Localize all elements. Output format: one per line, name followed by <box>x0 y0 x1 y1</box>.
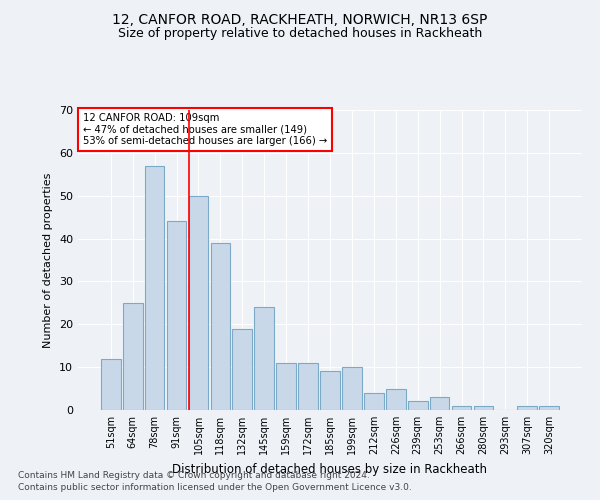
Bar <box>188 196 208 410</box>
Bar <box>320 372 340 410</box>
Bar <box>430 397 449 410</box>
Bar <box>517 406 537 410</box>
Text: 12 CANFOR ROAD: 109sqm
← 47% of detached houses are smaller (149)
53% of semi-de: 12 CANFOR ROAD: 109sqm ← 47% of detached… <box>83 113 327 146</box>
X-axis label: Distribution of detached houses by size in Rackheath: Distribution of detached houses by size … <box>173 462 487 475</box>
Bar <box>539 406 559 410</box>
Bar <box>364 393 384 410</box>
Y-axis label: Number of detached properties: Number of detached properties <box>43 172 53 348</box>
Bar <box>145 166 164 410</box>
Bar <box>342 367 362 410</box>
Bar <box>123 303 143 410</box>
Bar <box>408 402 428 410</box>
Bar <box>211 243 230 410</box>
Bar <box>232 328 252 410</box>
Bar <box>473 406 493 410</box>
Bar <box>254 307 274 410</box>
Text: Size of property relative to detached houses in Rackheath: Size of property relative to detached ho… <box>118 28 482 40</box>
Text: 12, CANFOR ROAD, RACKHEATH, NORWICH, NR13 6SP: 12, CANFOR ROAD, RACKHEATH, NORWICH, NR1… <box>112 12 488 26</box>
Bar <box>276 363 296 410</box>
Text: Contains HM Land Registry data © Crown copyright and database right 2024.: Contains HM Land Registry data © Crown c… <box>18 471 370 480</box>
Bar <box>386 388 406 410</box>
Bar <box>298 363 318 410</box>
Bar <box>101 358 121 410</box>
Bar <box>452 406 472 410</box>
Text: Contains public sector information licensed under the Open Government Licence v3: Contains public sector information licen… <box>18 484 412 492</box>
Bar <box>167 222 187 410</box>
